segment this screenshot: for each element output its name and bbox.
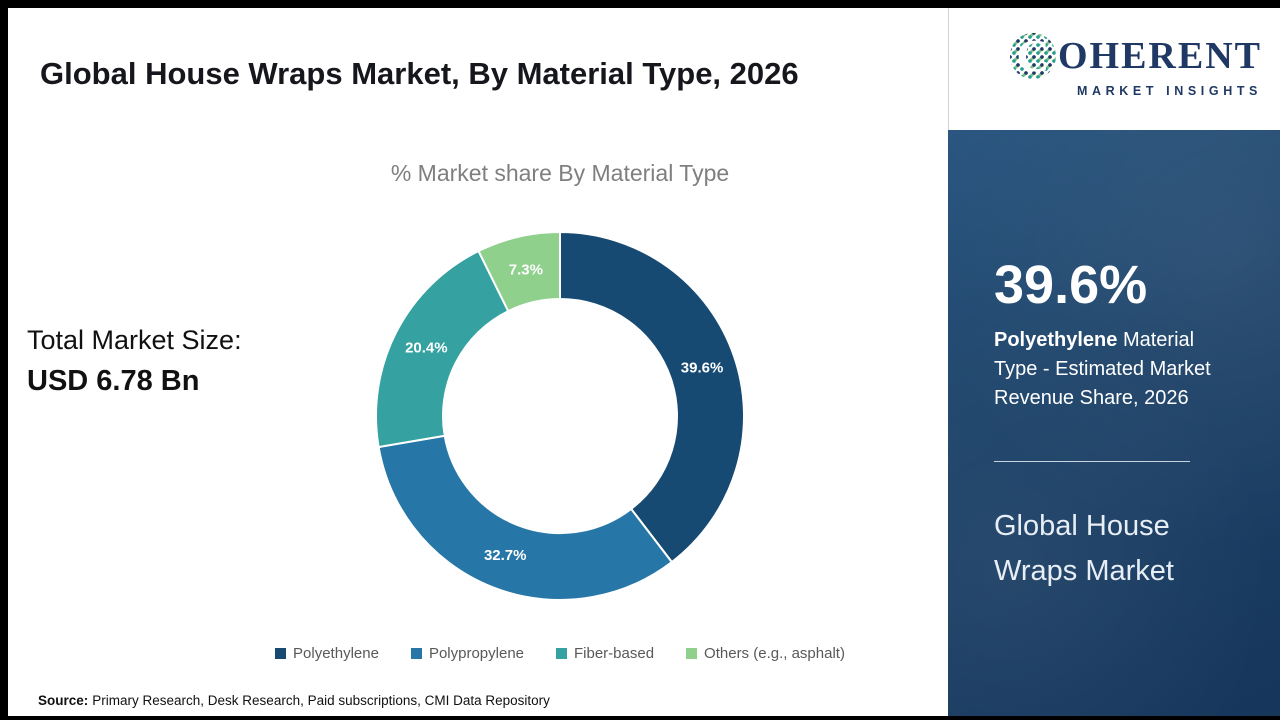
legend-label: Polyethylene <box>293 645 379 662</box>
total-market-size-block: Total Market Size: USD 6.78 Bn <box>27 325 242 398</box>
donut-data-label: 39.6% <box>681 359 724 376</box>
logo-brand-text: OHERENT <box>1057 34 1262 77</box>
source-line: Source: Primary Research, Desk Research, … <box>38 693 550 708</box>
donut-chart-container: 39.6% 32.7% 20.4% 7.3% <box>370 226 750 606</box>
total-market-size-value: USD 6.78 Bn <box>27 365 200 397</box>
sidebar-divider <box>994 461 1190 462</box>
sidebar-stat-description: Polyethylene Material Type - Estimated M… <box>994 326 1242 413</box>
sidebar: C OHERENT MARKET INSIGHTS 39.6% Polyethy… <box>948 0 1280 720</box>
donut-chart: 39.6% 32.7% 20.4% 7.3% <box>375 230 745 601</box>
legend-swatch-icon <box>410 648 422 659</box>
page-title: Global House Wraps Market, By Material T… <box>40 55 799 91</box>
sidebar-stat-value: 39.6% <box>994 255 1148 315</box>
sidebar-stat-highlight: Polyethylene <box>994 329 1118 351</box>
legend-item: Polyethylene <box>275 645 379 662</box>
source-label: Source: <box>38 693 89 708</box>
donut-segment-polyethylene <box>559 230 745 564</box>
chart-legend: Polyethylene Polypropylene Fiber-based Othe… <box>150 645 970 662</box>
legend-swatch-icon <box>556 648 567 659</box>
logo-tagline: MARKET INSIGHTS <box>1077 83 1262 98</box>
legend-item: Others (e.g., asphalt) <box>686 645 845 662</box>
legend-label: Others (e.g., asphalt) <box>704 645 845 662</box>
coherent-logo-area: C OHERENT MARKET INSIGHTS <box>948 0 1280 130</box>
donut-segment-others-e-g-asphalt <box>477 230 561 313</box>
donut-data-label: 32.7% <box>484 547 527 564</box>
legend-label: Polypropylene <box>428 645 524 662</box>
coherent-logo: C OHERENT <box>1009 32 1262 79</box>
frame-border-left <box>0 0 8 720</box>
frame-border-top <box>0 0 1280 8</box>
chart-title: % Market share By Material Type <box>390 160 730 186</box>
donut-segment-polypropylene <box>377 434 674 601</box>
legend-item: Polypropylene <box>410 645 524 662</box>
donut-data-label: 7.3% <box>509 261 543 278</box>
logo-letter-c: C <box>1016 32 1050 79</box>
legend-item: Fiber-based <box>556 645 654 662</box>
donut-data-label: 20.4% <box>405 339 448 356</box>
legend-swatch-icon <box>275 648 287 659</box>
total-market-size-label: Total Market Size: <box>27 325 242 355</box>
legend-swatch-icon <box>686 648 698 659</box>
coherent-globe-icon: C <box>1009 32 1056 79</box>
source-text: Primary Research, Desk Research, Paid su… <box>92 693 550 708</box>
sidebar-panel-title: Global House Wraps Market <box>994 510 1174 587</box>
frame-border-bottom <box>0 716 1280 720</box>
sidebar-panel: 39.6% Polyethylene Material Type - Estim… <box>948 130 1280 720</box>
sidebar-stat-rest: Material Type - Estimated Market Revenue… <box>994 329 1211 409</box>
legend-label: Fiber-based <box>574 645 655 662</box>
